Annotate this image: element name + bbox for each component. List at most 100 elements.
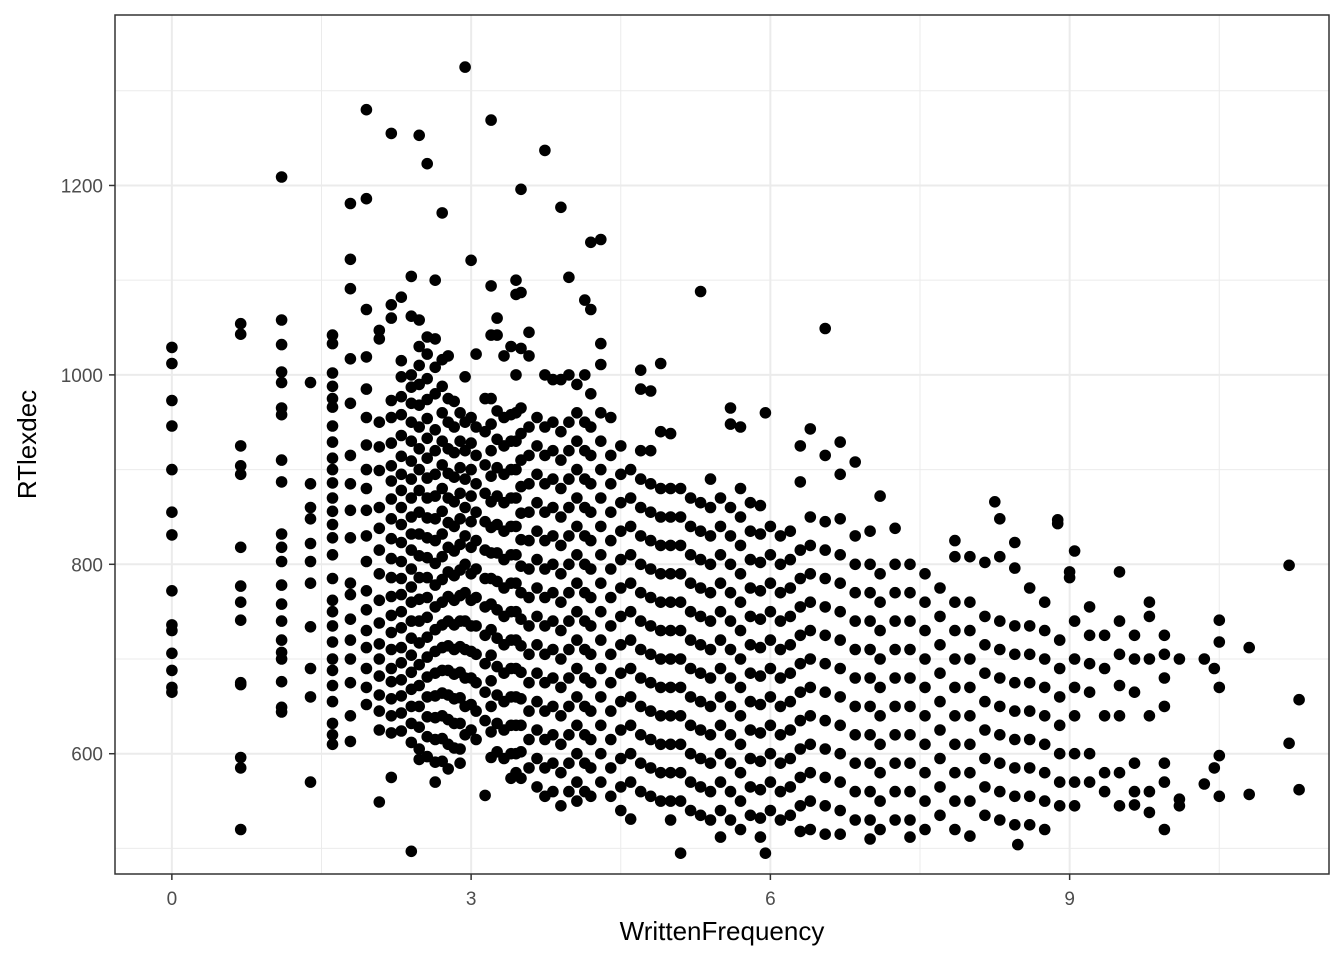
data-point (470, 449, 482, 462)
data-point (605, 648, 617, 661)
data-point (555, 653, 567, 665)
data-point (874, 710, 886, 722)
data-point (734, 421, 747, 433)
data-point (624, 813, 637, 825)
data-point (1009, 648, 1021, 661)
data-point (585, 449, 597, 462)
data-point (624, 492, 637, 504)
data-point (874, 568, 886, 580)
data-point (563, 729, 575, 741)
data-point (784, 781, 797, 793)
x-axis-ticks: 0 3 6 9 (167, 874, 1075, 910)
data-point (764, 549, 777, 561)
data-point (605, 762, 617, 774)
data-point (724, 418, 737, 430)
data-point (531, 468, 543, 481)
data-point (413, 399, 426, 412)
data-point (470, 620, 482, 632)
data-point (919, 738, 931, 751)
data-point (454, 513, 466, 525)
data-point (1113, 800, 1126, 812)
data-point (664, 795, 677, 807)
data-point (794, 657, 807, 670)
data-point (919, 653, 931, 665)
data-point (373, 724, 386, 736)
data-point (979, 695, 991, 708)
data-point (794, 714, 807, 727)
data-point (595, 605, 607, 618)
data-point (523, 620, 535, 632)
data-point (1158, 700, 1171, 713)
y-tick-label: 1000 (61, 366, 103, 387)
data-point (934, 667, 946, 679)
data-point (654, 482, 667, 495)
data-point (344, 653, 357, 665)
data-point (874, 766, 886, 779)
data-point (373, 568, 386, 580)
data-point (485, 114, 497, 126)
y-tick-label: 800 (71, 555, 103, 576)
data-point (904, 757, 916, 769)
data-point (674, 681, 687, 694)
data-point (413, 484, 426, 497)
data-point (585, 534, 597, 547)
data-point (510, 369, 522, 381)
data-point (571, 662, 583, 675)
data-point (360, 641, 373, 654)
data-point (454, 435, 466, 448)
data-point (344, 253, 357, 266)
x-tick-label: 6 (765, 889, 776, 910)
data-point (804, 653, 817, 665)
data-point (694, 695, 707, 708)
data-point (919, 596, 931, 608)
data-point (1009, 620, 1021, 632)
data-point (571, 634, 583, 646)
data-point (864, 700, 876, 713)
data-point (644, 676, 657, 689)
data-point (373, 333, 386, 345)
data-point (531, 667, 543, 679)
data-point (615, 781, 627, 793)
data-point (571, 719, 583, 732)
data-point (547, 757, 559, 769)
data-point (395, 429, 408, 442)
data-point (1158, 757, 1171, 769)
data-point (373, 653, 386, 665)
data-point (442, 350, 455, 362)
data-point (834, 719, 846, 732)
data-point (654, 624, 667, 637)
data-point (644, 790, 657, 803)
data-point (421, 651, 434, 663)
data-point (1053, 776, 1066, 788)
data-point (934, 582, 946, 594)
data-point (949, 681, 961, 694)
data-point (1173, 653, 1186, 665)
data-point (1009, 676, 1021, 689)
data-point (275, 366, 288, 378)
data-point (585, 478, 597, 490)
data-point (654, 710, 667, 722)
data-point (934, 724, 946, 736)
data-point (834, 605, 846, 618)
data-point (436, 550, 449, 563)
data-point (874, 490, 886, 502)
data-point (555, 454, 567, 466)
data-point (1213, 614, 1226, 626)
data-point (714, 776, 727, 788)
data-point (360, 555, 373, 568)
data-point (1213, 681, 1226, 694)
data-point (834, 747, 846, 760)
data-point (754, 641, 767, 654)
data-point (510, 577, 522, 589)
data-point (373, 416, 386, 429)
data-point (454, 487, 466, 500)
data-point (864, 643, 876, 656)
data-point (436, 482, 449, 495)
data-point (510, 463, 522, 476)
data-point (585, 620, 597, 632)
data-point (754, 499, 767, 512)
data-point (1143, 806, 1156, 819)
data-point (849, 785, 861, 798)
data-point (429, 333, 442, 345)
data-point (704, 473, 717, 485)
